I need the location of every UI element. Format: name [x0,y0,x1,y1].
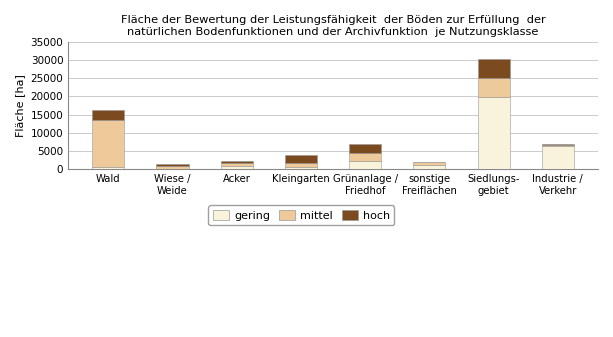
Bar [221,166,253,169]
Bar [349,153,381,161]
Bar [156,166,189,169]
Bar [285,167,317,169]
Bar [413,162,446,165]
Y-axis label: Fläche [ha]: Fläche [ha] [15,74,25,137]
Bar [92,167,124,169]
Bar [478,97,509,169]
Bar [285,163,317,167]
Bar [92,110,124,120]
Title: Fläche der Bewertung der Leistungsfähigkeit  der Böden zur Erfüllung  der
natürl: Fläche der Bewertung der Leistungsfähigk… [121,15,546,37]
Bar [156,164,189,166]
Bar [413,165,446,169]
Bar [92,120,124,167]
Bar [349,144,381,153]
Bar [542,146,574,169]
Bar [478,59,509,78]
Bar [221,163,253,166]
Bar [221,161,253,163]
Bar [542,145,574,146]
Bar [349,161,381,169]
Bar [285,155,317,163]
Bar [478,78,509,97]
Legend: gering, mittel, hoch: gering, mittel, hoch [208,205,394,225]
